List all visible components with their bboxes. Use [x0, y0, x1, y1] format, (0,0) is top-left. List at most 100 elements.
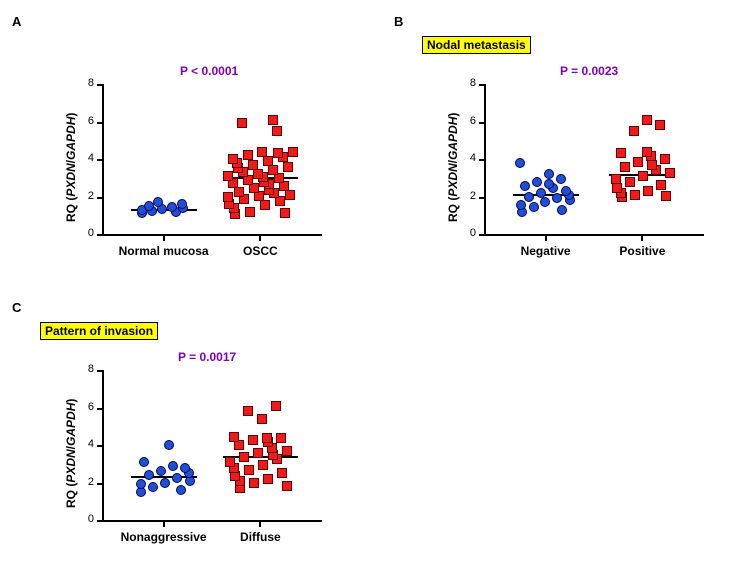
- data-point-square: [642, 147, 652, 157]
- chart-b: 02468RQ (PXDN/GAPDH)NegativePositive: [484, 84, 704, 234]
- y-tick-label: 0: [74, 513, 94, 525]
- data-point-square: [260, 200, 270, 210]
- data-point-square: [257, 147, 267, 157]
- pvalue-b: P = 0.0023: [560, 64, 618, 78]
- data-point-circle: [529, 202, 539, 212]
- data-point-square: [612, 183, 622, 193]
- x-axis: [102, 234, 322, 236]
- y-tick: [97, 520, 102, 522]
- y-axis-title: RQ (PXDN/GAPDH): [64, 113, 78, 222]
- data-point-circle: [536, 188, 546, 198]
- data-point-circle: [524, 192, 534, 202]
- x-tick: [259, 236, 261, 241]
- data-point-square: [660, 154, 670, 164]
- panel-label-b: B: [394, 14, 403, 29]
- data-point-square: [244, 465, 254, 475]
- data-point-circle: [167, 202, 177, 212]
- data-point-square: [268, 115, 278, 125]
- y-axis: [102, 84, 104, 234]
- y-tick-label: 8: [74, 363, 94, 375]
- data-point-square: [257, 414, 267, 424]
- data-point-square: [643, 186, 653, 196]
- data-point-square: [276, 433, 286, 443]
- data-point-circle: [516, 200, 526, 210]
- data-point-square: [656, 180, 666, 190]
- y-tick: [97, 370, 102, 372]
- data-point-circle: [136, 479, 146, 489]
- x-tick-label: Nonaggressive: [121, 530, 207, 544]
- data-point-square: [248, 160, 258, 170]
- y-tick: [97, 445, 102, 447]
- data-point-square: [258, 460, 268, 470]
- data-point-circle: [557, 205, 567, 215]
- x-tick: [641, 236, 643, 241]
- x-tick-label: Normal mucosa: [119, 244, 209, 258]
- y-tick-label: 8: [456, 77, 476, 89]
- data-point-square: [665, 168, 675, 178]
- y-tick-label: 0: [456, 227, 476, 239]
- y-tick: [479, 84, 484, 86]
- pvalue-a: P < 0.0001: [180, 64, 238, 78]
- data-point-square: [283, 162, 293, 172]
- data-point-square: [248, 435, 258, 445]
- data-point-square: [616, 148, 626, 158]
- data-point-square: [268, 165, 278, 175]
- y-axis-title: RQ (PXDN/GAPDH): [64, 399, 78, 508]
- data-point-circle: [556, 174, 566, 184]
- data-point-square: [633, 157, 643, 167]
- x-axis: [484, 234, 704, 236]
- data-point-circle: [561, 186, 571, 196]
- data-point-square: [280, 208, 290, 218]
- data-point-square: [277, 468, 287, 478]
- data-point-circle: [156, 466, 166, 476]
- y-tick: [97, 159, 102, 161]
- data-point-circle: [532, 177, 542, 187]
- data-point-square: [642, 115, 652, 125]
- y-tick: [97, 197, 102, 199]
- data-point-circle: [144, 470, 154, 480]
- y-axis-title: RQ (PXDN/GAPDH): [446, 113, 460, 222]
- data-point-square: [263, 474, 273, 484]
- data-point-square: [262, 433, 272, 443]
- data-point-circle: [515, 158, 525, 168]
- data-point-circle: [172, 473, 182, 483]
- data-point-square: [249, 478, 259, 488]
- data-point-square: [655, 120, 665, 130]
- data-point-circle: [164, 440, 174, 450]
- chart-c: 02468RQ (PXDN/GAPDH)NonaggressiveDiffuse: [102, 370, 322, 520]
- data-point-square: [243, 406, 253, 416]
- panel-label-c: C: [12, 300, 21, 315]
- y-tick: [97, 84, 102, 86]
- data-point-square: [229, 432, 239, 442]
- data-point-square: [253, 448, 263, 458]
- data-point-square: [272, 126, 282, 136]
- y-axis: [484, 84, 486, 234]
- data-point-square: [611, 174, 621, 184]
- data-point-square: [629, 126, 639, 136]
- y-tick: [479, 234, 484, 236]
- pvalue-c: P = 0.0017: [178, 350, 236, 364]
- data-point-circle: [552, 193, 562, 203]
- y-tick: [97, 234, 102, 236]
- data-point-square: [228, 154, 238, 164]
- data-point-circle: [520, 181, 530, 191]
- subtitle-b: Nodal metastasis: [422, 36, 531, 54]
- data-point-square: [273, 148, 283, 158]
- data-point-circle: [177, 199, 187, 209]
- y-tick: [479, 197, 484, 199]
- panel-label-a: A: [12, 14, 21, 29]
- chart-a: 02468RQ (PXDN/GAPDH)Normal mucosaOSCC: [102, 84, 322, 234]
- x-tick: [163, 236, 165, 241]
- x-tick: [545, 236, 547, 241]
- data-point-square: [225, 457, 235, 467]
- y-tick: [97, 122, 102, 124]
- y-tick: [479, 159, 484, 161]
- data-point-circle: [544, 169, 554, 179]
- data-point-square: [282, 481, 292, 491]
- data-point-square: [288, 147, 298, 157]
- x-tick: [163, 522, 165, 527]
- x-tick-label: OSCC: [243, 244, 278, 258]
- data-point-circle: [544, 179, 554, 189]
- x-tick-label: Diffuse: [240, 530, 281, 544]
- data-point-circle: [153, 197, 163, 207]
